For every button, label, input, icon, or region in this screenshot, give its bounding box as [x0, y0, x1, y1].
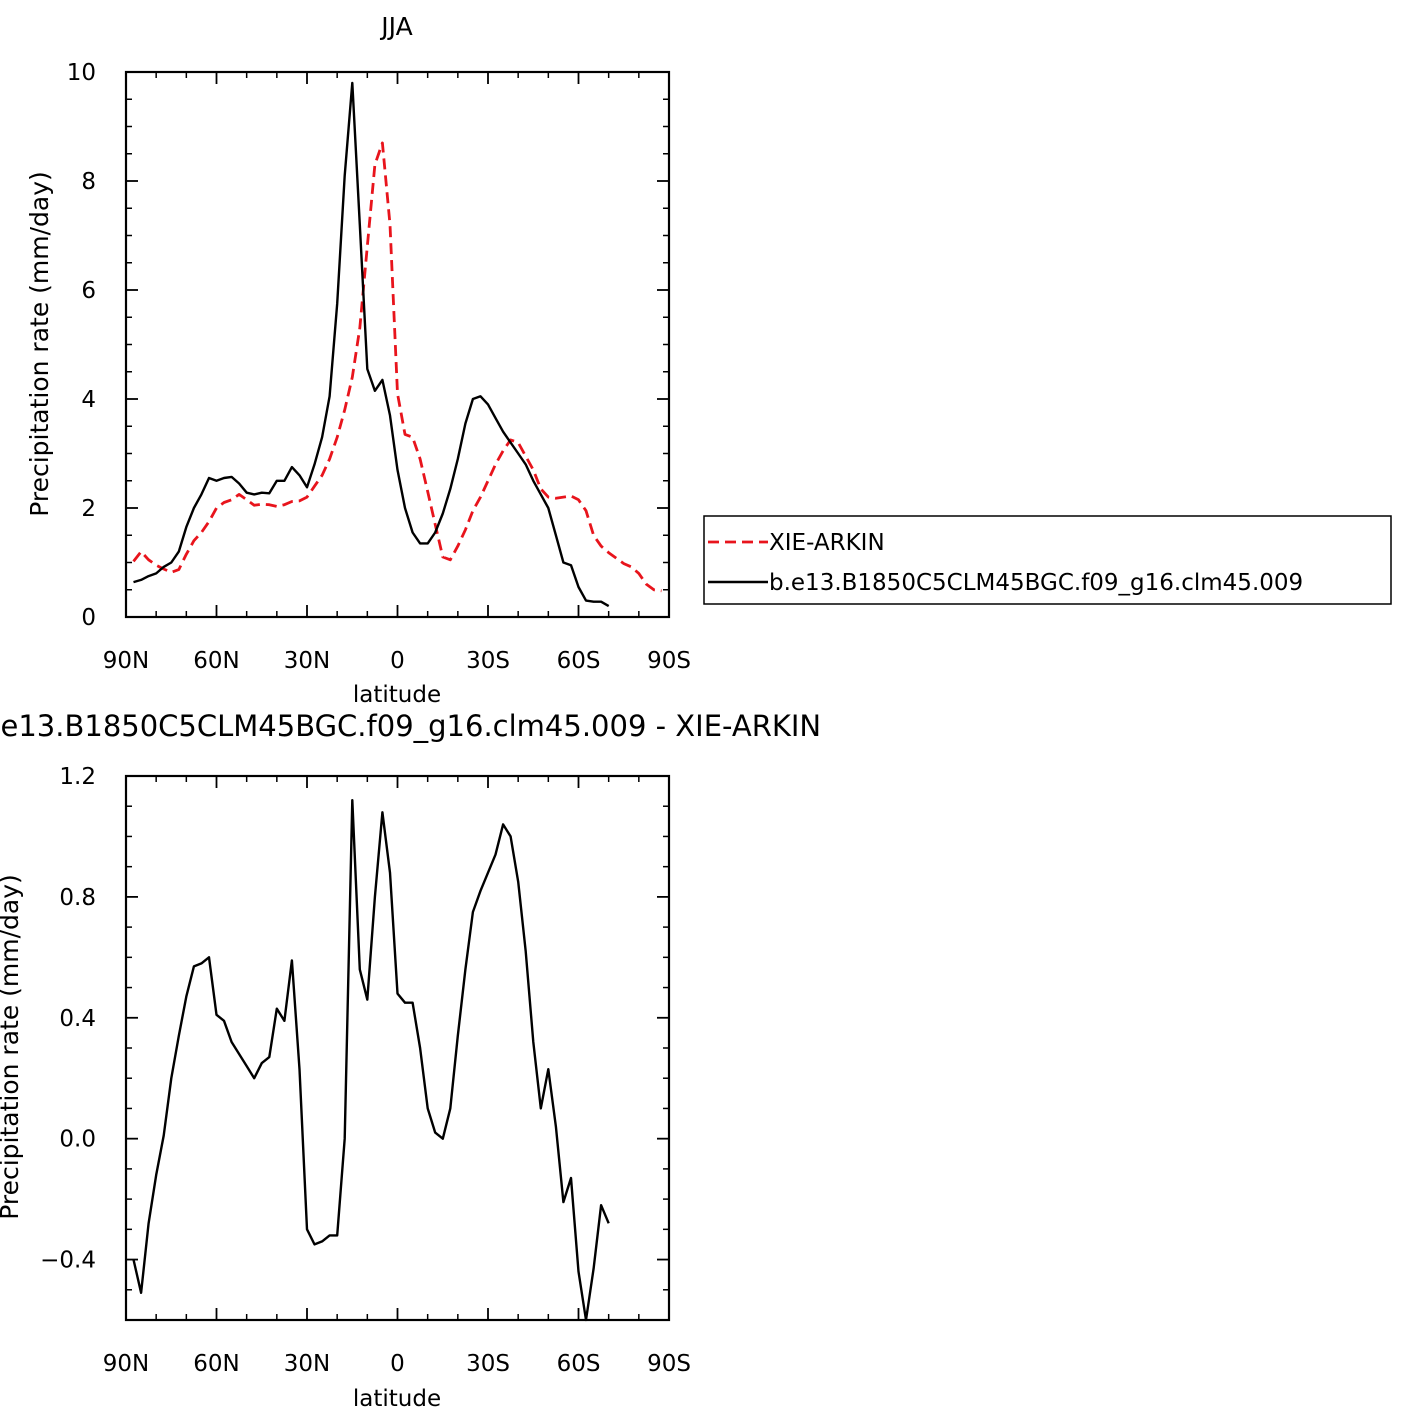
top-series-line-1 [133, 81, 610, 608]
bottom-x-tick-label: 30S [466, 1351, 510, 1377]
top-series-group [132, 81, 662, 608]
top-y-tick-label: 0 [81, 605, 96, 631]
bottom-x-tick-label: 60S [557, 1351, 601, 1377]
panel-bottom-chart: b.e13.B1850C5CLM45BGC.f09_g16.clm45.009 … [0, 709, 821, 1412]
bottom-series-group [132, 799, 610, 1322]
top-x-tick-label: 0 [390, 648, 405, 674]
bottom-x-tick-label: 30N [284, 1351, 330, 1377]
bottom-plot-frame [124, 774, 671, 1322]
bottom-y-axis-label: Precipitation rate (mm/day) [0, 874, 24, 1220]
bottom-chart-title: b.e13.B1850C5CLM45BGC.f09_g16.clm45.009 … [0, 709, 821, 743]
bottom-y-tick-label: −0.4 [40, 1248, 96, 1274]
top-x-tick-label: 30N [284, 648, 330, 674]
panel-top-chart: JJA Precipitation rate (mm/day) latitude… [25, 12, 691, 708]
bottom-x-tick-label: 0 [390, 1351, 405, 1377]
top-axes: 90N 60N 30N 0 30S 60S 90S 0 2 4 6 8 10 [67, 60, 691, 674]
bottom-y-tick-label: 1.2 [59, 764, 96, 790]
top-y-axis-label: Precipitation rate (mm/day) [25, 171, 54, 517]
top-series-line-0 [132, 141, 662, 593]
top-x-tick-label: 30S [466, 648, 510, 674]
top-x-tick-label: 90N [103, 648, 149, 674]
bottom-y-tick-label: 0.8 [59, 885, 96, 911]
top-y-tick-label: 6 [81, 278, 96, 304]
bottom-x-tick-label: 90N [103, 1351, 149, 1377]
top-x-tick-label: 90S [647, 648, 691, 674]
top-x-axis-label: latitude [353, 682, 441, 708]
bottom-y-tick-label: 0.4 [59, 1006, 96, 1032]
top-y-tick-label: 2 [81, 496, 96, 522]
top-y-tick-label: 10 [67, 60, 96, 86]
legend-box [703, 515, 1392, 605]
top-x-tick-label: 60S [557, 648, 601, 674]
top-y-tick-label: 4 [81, 387, 96, 413]
bottom-x-axis-label: latitude [353, 1386, 441, 1412]
bottom-x-tick-label: 60N [193, 1351, 239, 1377]
top-chart-title: JJA [379, 12, 412, 41]
legend: XIE-ARKIN b.e13.B1850C5CLM45BGC.f09_g16.… [703, 515, 1392, 605]
bottom-axes: 90N 60N 30N 0 30S 60S 90S −0.4 0.0 0.4 0.8 1.2 [40, 764, 691, 1377]
legend-label-model: b.e13.B1850C5CLM45BGC.f09_g16.clm45.009 [769, 570, 1303, 596]
bottom-y-tick-label: 0.0 [59, 1127, 96, 1153]
top-y-tick-label: 8 [81, 169, 96, 195]
top-x-tick-label: 60N [193, 648, 239, 674]
legend-label-xie-arkin: XIE-ARKIN [769, 530, 885, 556]
top-plot-frame [124, 70, 671, 619]
bottom-x-tick-label: 90S [647, 1351, 691, 1377]
bottom-series-line-0 [132, 799, 610, 1322]
